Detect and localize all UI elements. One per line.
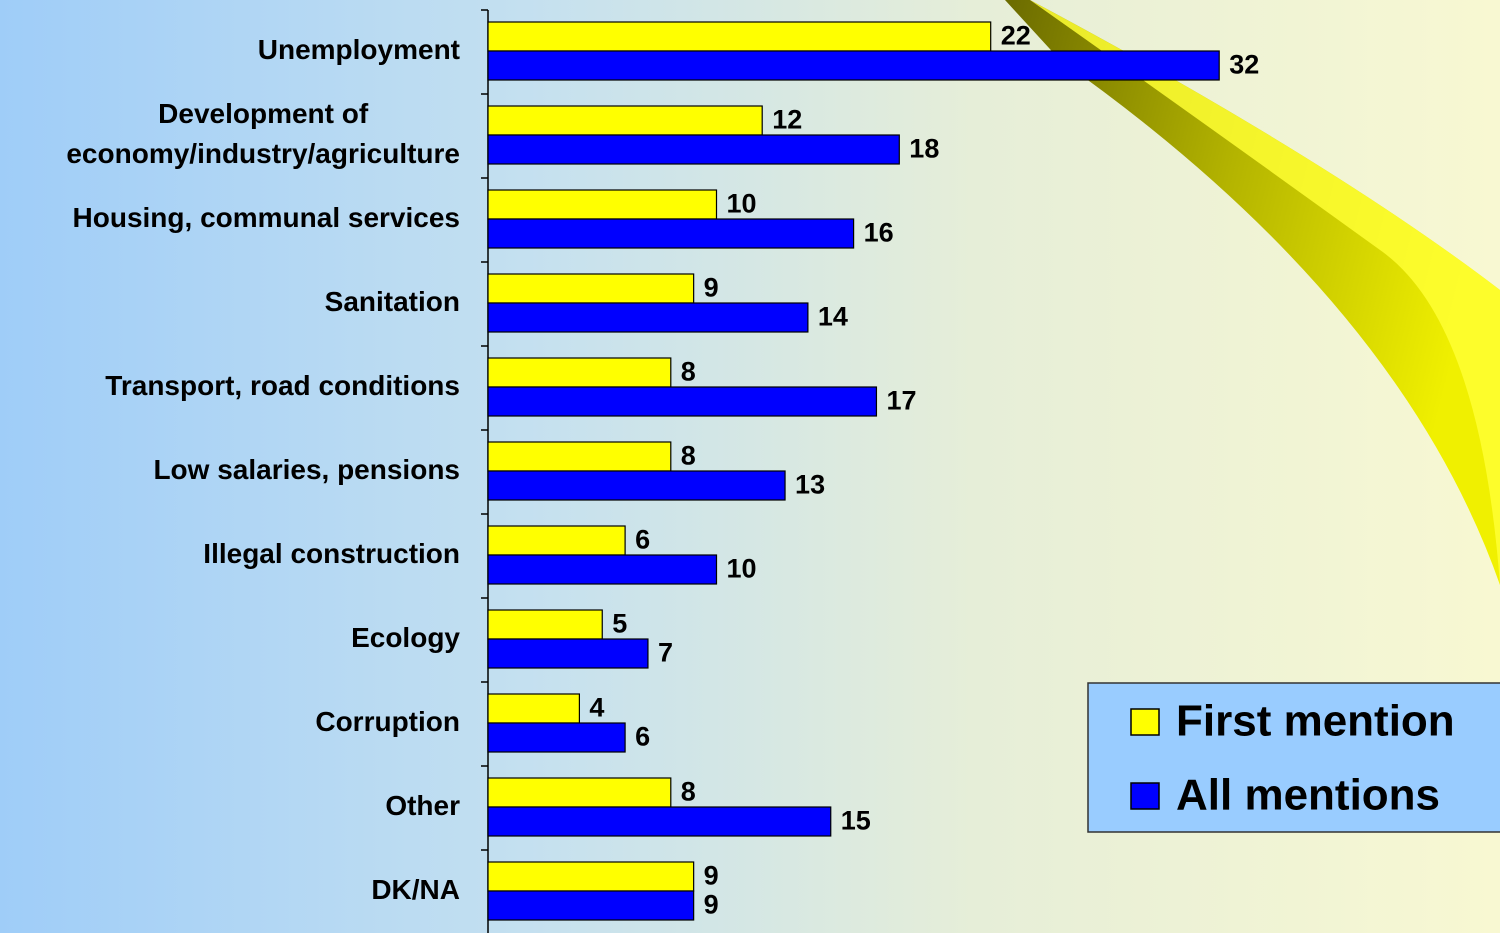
data-label: 8	[681, 357, 696, 387]
bar	[487, 134, 900, 165]
data-label: 6	[635, 722, 650, 752]
data-label: 9	[704, 273, 719, 303]
category-label: Ecology	[351, 622, 460, 653]
bar	[487, 189, 718, 220]
data-label: 5	[612, 609, 627, 639]
data-label: 22	[1001, 21, 1031, 51]
data-label: 7	[658, 638, 673, 668]
bar	[487, 273, 695, 304]
category-label: Development of economy/industry/agricult…	[66, 98, 460, 169]
legend-label: All mentions	[1176, 771, 1440, 820]
bar	[487, 105, 763, 136]
legend-swatch	[1130, 782, 1160, 810]
bar	[487, 357, 672, 388]
category-label: Corruption	[315, 706, 460, 737]
data-label: 10	[727, 554, 757, 584]
data-label: 6	[635, 525, 650, 555]
data-label: 17	[886, 386, 916, 416]
data-label: 4	[589, 693, 604, 723]
category-label: Low salaries, pensions	[153, 454, 460, 485]
bar	[487, 722, 626, 753]
category-label: Unemployment	[257, 34, 460, 65]
bar	[487, 50, 1220, 81]
category-label: Illegal construction	[203, 538, 460, 569]
category-label: Other	[385, 790, 460, 821]
decoration	[1005, 0, 1500, 585]
category-label: Housing, communal services	[72, 202, 460, 233]
category-label: Sanitation	[324, 286, 460, 317]
bar	[487, 693, 581, 724]
bar	[487, 218, 855, 249]
data-label: 10	[727, 189, 757, 219]
legend-label: First mention	[1176, 697, 1455, 746]
data-label: 8	[681, 777, 696, 807]
data-label: 9	[704, 861, 719, 891]
bar	[487, 777, 672, 808]
data-label: 15	[841, 806, 871, 836]
data-label: 8	[681, 441, 696, 471]
bar	[487, 890, 695, 921]
bar	[487, 525, 626, 556]
category-label: Transport, road conditions	[105, 370, 460, 401]
legend-swatch	[1130, 708, 1160, 736]
bar	[487, 470, 786, 501]
bar	[487, 386, 878, 417]
bar	[487, 861, 695, 892]
data-label: 14	[818, 302, 848, 332]
data-label: 13	[795, 470, 825, 500]
bar	[487, 806, 832, 837]
bar	[487, 638, 649, 669]
data-label: 9	[704, 890, 719, 920]
bar	[487, 554, 718, 585]
data-label: 18	[909, 134, 939, 164]
bar	[487, 302, 809, 333]
data-label: 16	[864, 218, 894, 248]
category-label: DK/NA	[371, 874, 460, 905]
bar	[487, 609, 603, 640]
bar	[487, 441, 672, 472]
data-label: 12	[772, 105, 802, 135]
bar	[487, 21, 992, 52]
data-label: 32	[1229, 50, 1259, 80]
